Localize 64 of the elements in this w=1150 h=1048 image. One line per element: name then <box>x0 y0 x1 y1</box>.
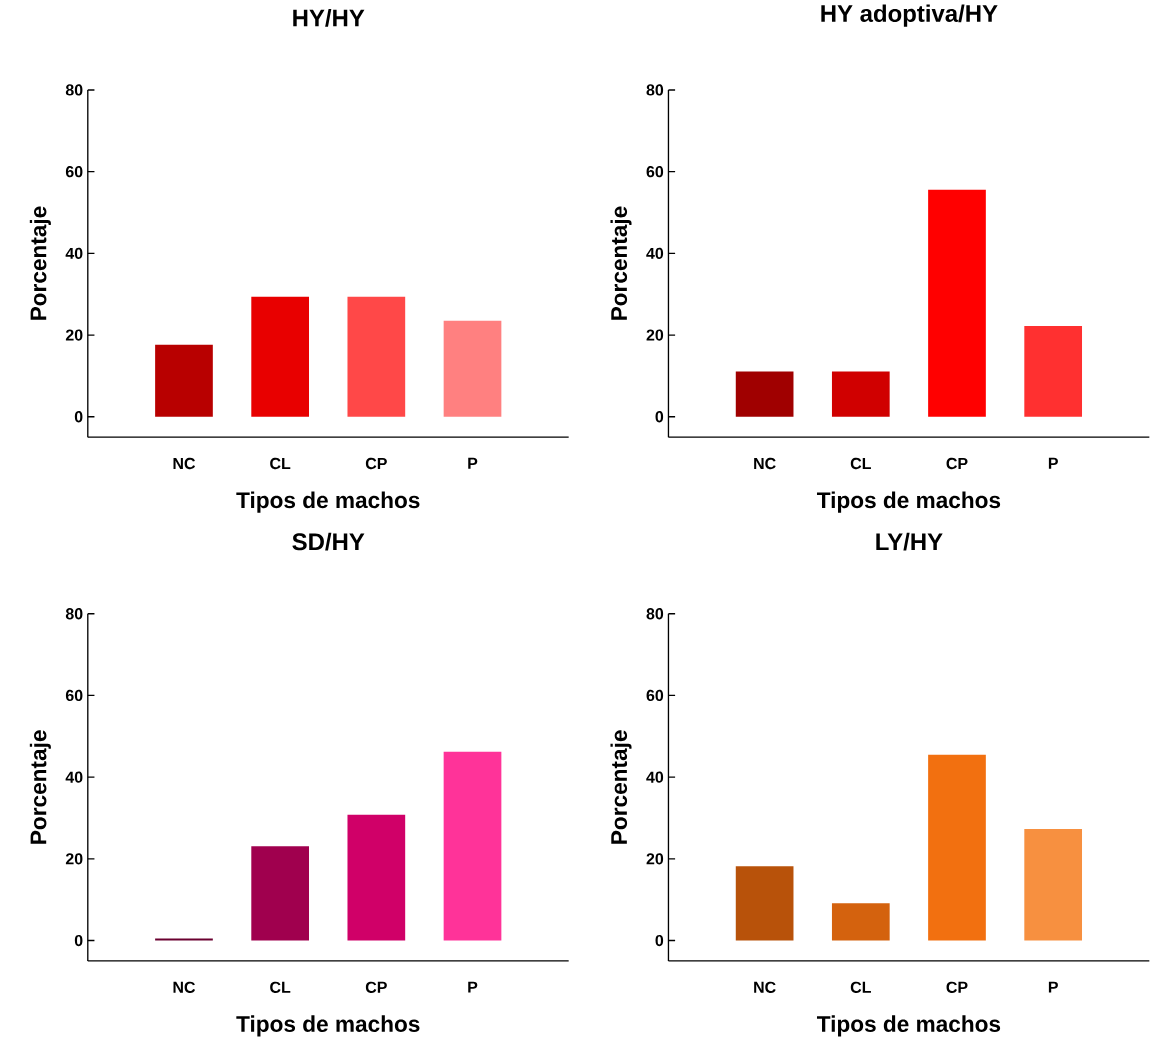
x-tick-label: NC <box>754 457 776 470</box>
y-tick-label: 60 <box>65 166 83 178</box>
y-axis-title: Porcentaje <box>29 206 51 320</box>
bar <box>251 846 310 941</box>
x-tick-label: CP <box>365 981 387 994</box>
y-tick-label: 60 <box>646 689 664 702</box>
bar <box>155 938 213 941</box>
y-tick-label: 60 <box>65 689 83 702</box>
bar <box>347 296 406 417</box>
y-tick-label: 80 <box>65 84 83 96</box>
bar <box>928 189 986 417</box>
chart-title: LY/HY <box>876 532 943 551</box>
bar <box>735 866 794 941</box>
y-tick-label: 20 <box>65 853 83 865</box>
y-tick-label: 60 <box>646 166 664 178</box>
x-tick-label: NC <box>173 457 196 470</box>
chart-title: SD/HY <box>292 532 365 551</box>
bar <box>251 296 310 417</box>
x-tick-label: P <box>1048 457 1058 469</box>
x-tick-label: CP <box>946 981 968 994</box>
y-tick-label: 0 <box>74 935 83 947</box>
bar <box>155 344 213 417</box>
x-axis-title: Tipos de machos <box>236 1015 420 1037</box>
y-tick-label: 40 <box>646 771 664 783</box>
x-tick-label: P <box>1048 981 1058 993</box>
y-tick-label: 20 <box>646 853 664 865</box>
y-tick-label: 40 <box>65 771 83 783</box>
x-tick-label: P <box>468 457 478 469</box>
x-tick-label: CL <box>270 981 291 994</box>
x-axis-title: Tipos de machos <box>236 491 420 513</box>
chart-title: HY adoptiva/HY <box>821 4 998 27</box>
y-tick-label: 0 <box>655 935 664 947</box>
y-tick-label: 20 <box>646 329 664 341</box>
y-tick-label: 80 <box>646 84 664 96</box>
y-tick-label: 0 <box>74 411 83 423</box>
y-axis-title: Porcentaje <box>29 730 51 844</box>
y-tick-label: 40 <box>65 247 83 260</box>
x-tick-label: CL <box>850 981 871 994</box>
bar <box>928 754 986 941</box>
y-tick-label: 20 <box>65 329 83 341</box>
bar <box>831 903 890 941</box>
y-tick-label: 40 <box>646 247 664 260</box>
bar <box>443 320 502 417</box>
bar <box>443 751 502 941</box>
x-tick-label: CP <box>946 457 968 470</box>
x-axis-title: Tipos de machos <box>816 491 1001 513</box>
x-tick-label: CP <box>365 457 387 470</box>
bar <box>831 371 890 417</box>
x-tick-label: P <box>468 981 478 993</box>
y-tick-label: 0 <box>655 411 664 423</box>
y-tick-label: 80 <box>646 608 664 620</box>
y-axis-title: Porcentaje <box>610 206 632 320</box>
chart-title: HY/HY <box>293 9 365 27</box>
bar <box>1024 326 1083 417</box>
x-tick-label: NC <box>173 981 196 994</box>
x-tick-label: NC <box>754 981 776 994</box>
x-axis-title: Tipos de machos <box>816 1015 1001 1037</box>
bar <box>1024 829 1083 941</box>
bar <box>735 371 794 417</box>
bar <box>347 814 406 941</box>
y-tick-label: 80 <box>65 608 83 620</box>
y-axis-title: Porcentaje <box>610 730 632 844</box>
x-tick-label: CL <box>850 457 871 470</box>
x-tick-label: CL <box>270 457 291 470</box>
